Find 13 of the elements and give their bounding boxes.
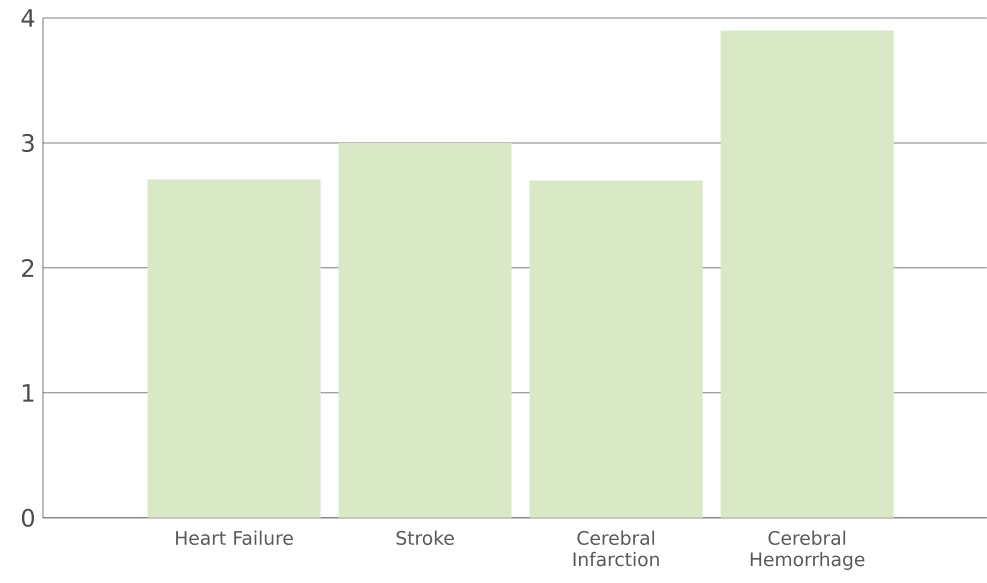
x-tick-label: Cerebral Hemorrhage — [750, 530, 864, 570]
bar — [148, 179, 321, 518]
x-tick-label: Heart Failure — [176, 530, 293, 546]
bar — [720, 30, 894, 518]
bar — [338, 143, 512, 518]
y-tick-label: 4 — [22, 9, 34, 27]
y-tick-label: 1 — [22, 384, 34, 402]
bar — [530, 180, 703, 518]
y-tick-label: 2 — [22, 259, 34, 277]
y-tick-label: 3 — [22, 134, 34, 152]
x-tick-label: Stroke — [396, 530, 454, 546]
y-tick-label: 0 — [22, 508, 34, 527]
x-tick-label: Cerebral Infarction — [574, 530, 659, 566]
